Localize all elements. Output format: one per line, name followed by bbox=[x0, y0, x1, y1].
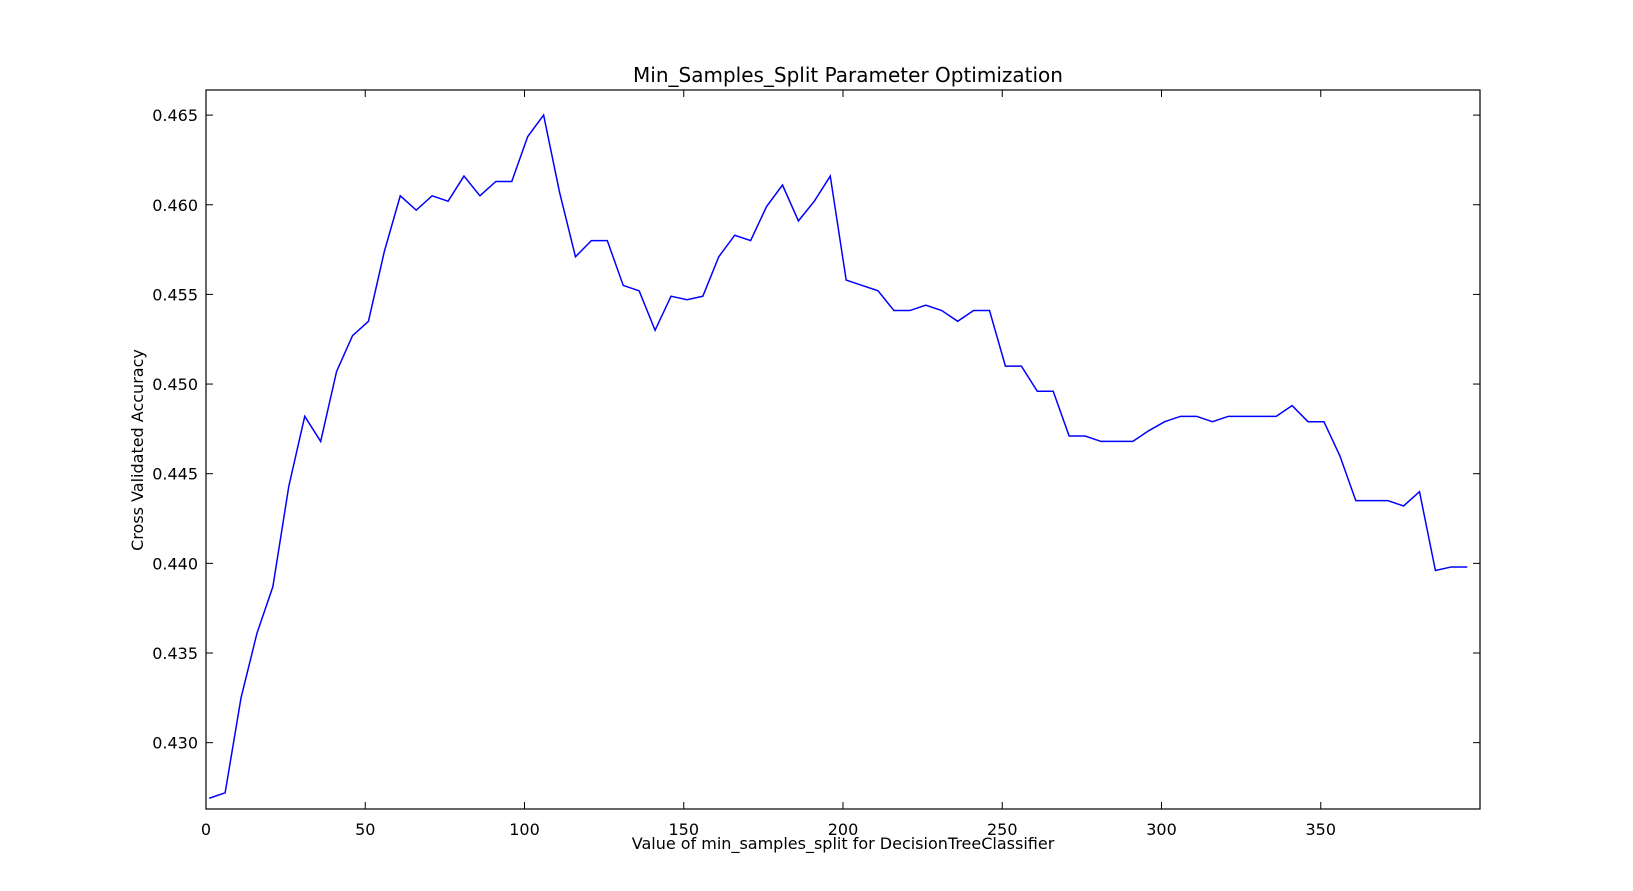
x-tick-label: 300 bbox=[1146, 820, 1177, 839]
x-axis: 0 50 100 150 200 250 300 350 bbox=[201, 90, 1336, 839]
plot-frame bbox=[205, 89, 1481, 810]
x-tick-label: 250 bbox=[987, 820, 1018, 839]
plot-area bbox=[208, 113, 1468, 799]
y-tick-label: 0.435 bbox=[152, 644, 198, 663]
y-tick-label: 0.465 bbox=[152, 106, 198, 125]
y-axis-label: Cross Validated Accuracy bbox=[128, 349, 147, 551]
y-axis: 0.430 0.435 0.440 0.445 0.450 0.455 0.460 0.465 bbox=[152, 106, 1480, 753]
y-tick-label: 0.440 bbox=[152, 554, 198, 573]
x-tick-label: 200 bbox=[828, 820, 859, 839]
x-axis-label: Value of min_samples_split for DecisionT… bbox=[632, 834, 1055, 854]
y-tick-label: 0.455 bbox=[152, 285, 198, 304]
chart-title: Min_Samples_Split Parameter Optimization bbox=[633, 63, 1063, 87]
x-tick-label: 100 bbox=[509, 820, 540, 839]
y-tick-label: 0.460 bbox=[152, 196, 198, 215]
y-tick-label: 0.445 bbox=[152, 465, 198, 484]
x-tick-label: 350 bbox=[1305, 820, 1336, 839]
y-tick-label: 0.450 bbox=[152, 375, 198, 394]
series-line bbox=[208, 113, 1468, 799]
y-tick-label: 0.430 bbox=[152, 734, 198, 753]
x-tick-label: 150 bbox=[668, 820, 699, 839]
x-tick-label: 50 bbox=[355, 820, 375, 839]
x-tick-label: 0 bbox=[201, 820, 211, 839]
